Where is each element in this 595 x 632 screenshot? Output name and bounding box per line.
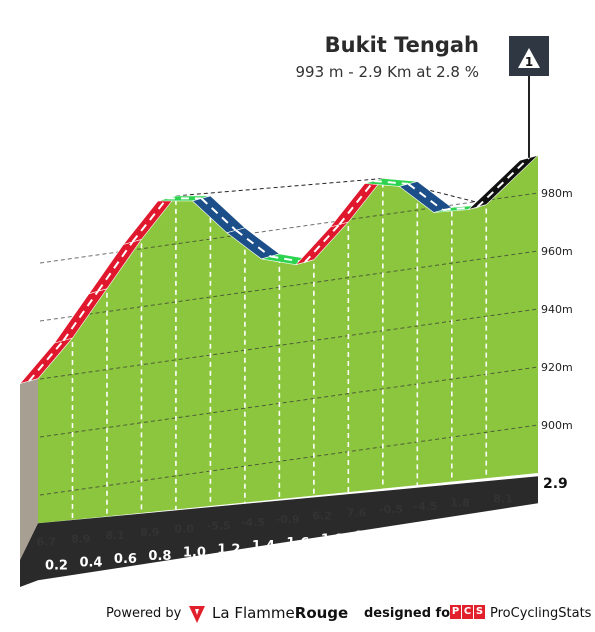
- pcs-letter-p: P: [450, 605, 461, 619]
- la-flamme-rouge-logo[interactable]: La FlammeRouge: [212, 604, 348, 622]
- climb-title: Bukit Tengah: [325, 33, 479, 57]
- gradient-label: 7.6: [347, 506, 367, 519]
- summit-marker: 1: [509, 36, 549, 158]
- gradient-label: -4.5: [414, 500, 438, 513]
- distance-label: 0.8: [148, 549, 171, 564]
- elevation-tick-label: 960m: [541, 245, 573, 258]
- distance-ruler: [20, 476, 538, 587]
- road-centerline: [200, 197, 237, 232]
- summit-marker-triangle-icon: [518, 48, 540, 68]
- pcs-letter-c: C: [462, 605, 473, 619]
- profile-body: [20, 155, 538, 560]
- pcs-letter-s: S: [474, 605, 485, 619]
- distance-label: 0.6: [114, 552, 137, 567]
- distance-label: 2.4: [424, 523, 447, 538]
- total-distance-label: 2.9: [543, 476, 568, 492]
- elevation-tick-label: 980m: [541, 187, 573, 200]
- elevation-tick-label: 920m: [541, 361, 573, 374]
- gradient-label: 8.1: [493, 493, 513, 506]
- road-centerline: [28, 339, 65, 382]
- gradient-label: 8.9: [71, 532, 91, 545]
- distance-drop-lines: [71, 182, 488, 520]
- road-centerline: [62, 290, 99, 342]
- distance-label: 2.2: [390, 526, 413, 541]
- gradient-label: 1.8: [450, 497, 470, 510]
- road-centerline: [476, 157, 530, 208]
- road-centerline: [338, 180, 375, 226]
- gradient-label: -0.9: [276, 513, 300, 526]
- summit-connector-line: [175, 178, 383, 197]
- distance-label: 1.0: [183, 546, 206, 561]
- distance-label: 0.2: [45, 559, 68, 574]
- summit-marker-number: 1: [525, 55, 533, 69]
- profile-fill: [38, 155, 538, 524]
- gradient-label: -5.5: [207, 519, 231, 532]
- gradient-label: 6.2: [312, 510, 332, 523]
- elevation-tick-label: 940m: [541, 303, 573, 316]
- logo-la-flamme: La Flamme: [212, 604, 295, 622]
- gradient-label: -4.5: [241, 516, 265, 529]
- distance-label: 2.0: [355, 529, 378, 544]
- profile-base-face: [20, 378, 38, 560]
- la-flamme-rouge-logo-icon: [188, 604, 206, 624]
- gradient-label: 8.1: [105, 529, 125, 542]
- gradient-label: 0.0: [174, 523, 194, 536]
- footer: Powered by La FlammeRouge designed for P…: [0, 602, 595, 628]
- logo-rouge: Rouge: [294, 604, 349, 622]
- powered-by-text: Powered by: [106, 606, 182, 621]
- distance-ruler-band: [20, 476, 538, 587]
- distance-label: 1.6: [286, 536, 309, 551]
- road-centerline: [373, 180, 409, 185]
- gradient-road: [19, 155, 539, 385]
- road-centerline: [97, 241, 134, 292]
- distance-label: 2.6: [459, 520, 482, 535]
- distance-label: 1.4: [252, 539, 275, 554]
- gradient-label: -0.5: [379, 503, 403, 516]
- elevation-tick-label: 900m: [541, 419, 573, 432]
- road-centerline: [131, 197, 168, 243]
- road-centerline: [407, 183, 444, 211]
- distance-label: 1.2: [217, 542, 240, 557]
- gradient-label: 8.9: [140, 526, 160, 539]
- distance-label: 1.8: [321, 533, 344, 548]
- distance-label: 0.4: [79, 555, 102, 570]
- gradient-label: 6.7: [36, 536, 56, 549]
- climb-stats: 993 m - 2.9 Km at 2.8 %: [295, 63, 479, 81]
- road-centerline: [235, 229, 271, 258]
- designed-for-text: designed for: [364, 606, 457, 621]
- procyclingstats-link[interactable]: ProCyclingStats: [490, 606, 592, 621]
- road-centerline: [304, 223, 341, 263]
